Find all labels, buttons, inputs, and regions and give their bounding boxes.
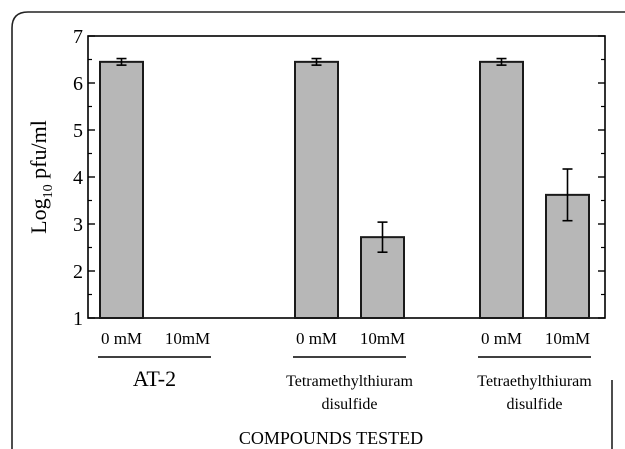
y-axis: 1 2 3 4 5 6 7 — [73, 26, 605, 330]
x-axis-label: COMPOUNDS TESTED — [239, 428, 423, 448]
group-label-1-line-0: Tetramethylthiuram — [286, 373, 413, 390]
figure-border — [11, 11, 625, 449]
bar-label-g0-b0: 0 mM — [101, 329, 142, 348]
y-tick-label-0: 1 — [73, 308, 83, 330]
group-label-0-line-0: AT-2 — [133, 366, 176, 391]
y-tick-label-2: 3 — [73, 214, 83, 236]
bar-label-g1-b1: 10mM — [360, 329, 405, 348]
y-tick-label-1: 2 — [73, 261, 83, 283]
y-tick-label-5: 6 — [73, 73, 83, 95]
bar-series — [99, 57, 590, 319]
y-tick-label-4: 5 — [73, 120, 83, 142]
bar-g1-b0 — [294, 60, 339, 319]
bar-label-g2-b0: 0 mM — [481, 329, 522, 348]
plot-area — [87, 35, 606, 319]
group-label-2-line-1: disulfide — [507, 396, 563, 413]
bar-label-g0-b1: 10mM — [165, 329, 210, 348]
bar-label-g1-b0: 0 mM — [296, 329, 337, 348]
y-axis-label: Log10 pfu/ml — [26, 120, 56, 234]
bar-label-g2-b1: 10mM — [545, 329, 590, 348]
bar-g2-b0 — [479, 60, 524, 319]
group-label-1-line-1: disulfide — [322, 396, 378, 413]
x-axis-labels: 0 mM 10mM AT-2 0 mM 10mM Tetramethylthiuram di… — [98, 329, 592, 413]
group-label-2-line-0: Tetraethylthiuram — [477, 373, 592, 390]
y-tick-label-6: 7 — [73, 26, 83, 48]
y-tick-label-3: 4 — [73, 167, 83, 189]
bar-g0-b0 — [99, 60, 144, 319]
